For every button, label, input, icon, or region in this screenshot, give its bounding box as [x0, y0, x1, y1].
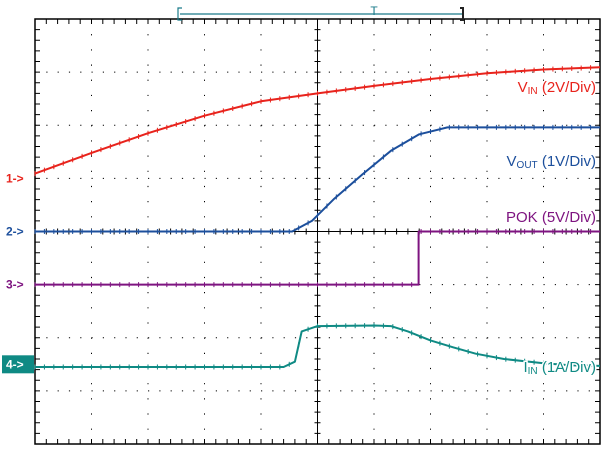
label-scale: (1V/Div) [538, 153, 596, 170]
trigger-marker: T [370, 4, 378, 18]
trigger-bar-left-bracket [177, 7, 182, 21]
label-scale: (1A/Div) [538, 359, 596, 376]
waveform-traces [34, 65, 601, 370]
label-main: V [507, 153, 517, 170]
label-subscript: IN [528, 366, 538, 377]
trigger-position-bar: T [177, 4, 464, 21]
label-main: I [523, 359, 527, 376]
channel-labels: VIN (2V/Div)VOUT (1V/Div)POK (5V/Div)IIN… [504, 78, 597, 379]
ground-marker-3: 3-> [6, 278, 24, 292]
label-scale: (2V/Div) [538, 79, 596, 96]
ground-markers: 1-> 2-> 3-> 4-> [2, 171, 34, 374]
trace-3 [35, 230, 600, 286]
label-scale: (5V/Div) [538, 209, 596, 226]
ground-marker-box [2, 355, 34, 374]
channel-label-1: VIN (2V/Div) [518, 79, 596, 97]
ground-marker-1: 1-> [6, 171, 24, 185]
ground-marker-4: 4-> [6, 357, 24, 371]
channel-label-3: POK (5V/Div) [506, 209, 596, 226]
ground-marker-2: 2-> [6, 225, 24, 239]
label-subscript: OUT [517, 160, 538, 171]
channel-label-4: IIN (1A/Div) [523, 359, 596, 377]
trace-4 [35, 324, 601, 368]
label-subscript: IN [528, 86, 538, 97]
label-main: V [518, 79, 528, 96]
label-main: POK [506, 209, 538, 226]
channel-label-2: VOUT (1V/Div) [507, 153, 596, 171]
trigger-bar-right-bracket [460, 7, 464, 21]
